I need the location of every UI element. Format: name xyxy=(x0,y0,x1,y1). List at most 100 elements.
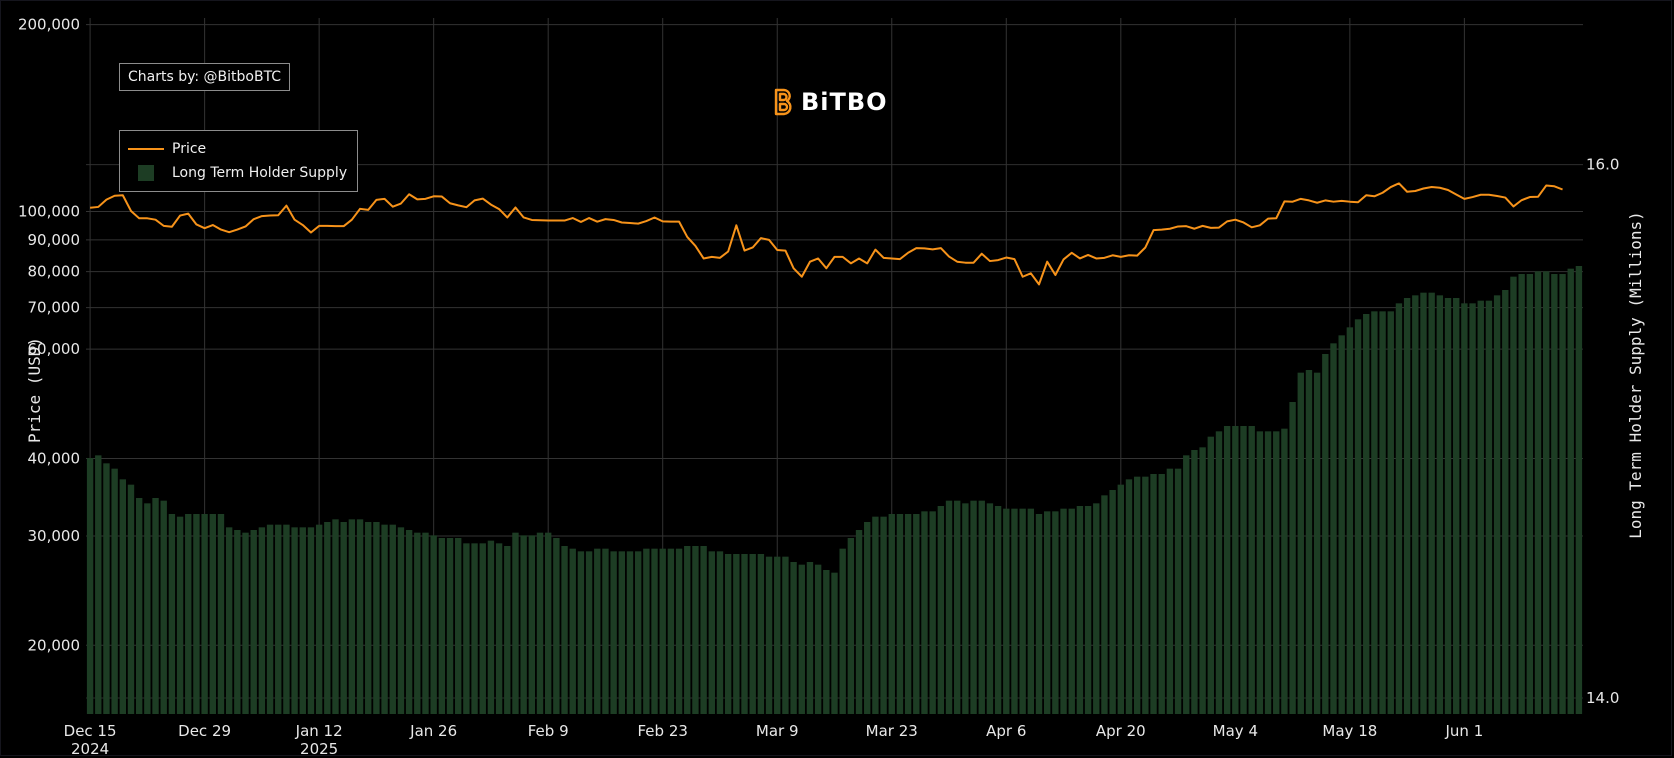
supply-bar xyxy=(291,527,298,714)
supply-bar xyxy=(512,532,519,714)
supply-bar xyxy=(234,530,241,714)
supply-bar xyxy=(774,556,781,714)
x-tick-label: Apr 6 xyxy=(986,722,1026,740)
supply-bar xyxy=(872,516,879,714)
supply-bar xyxy=(1493,295,1501,714)
supply-bar xyxy=(896,514,904,714)
supply-bar xyxy=(986,503,994,714)
supply-bar xyxy=(561,546,568,714)
supply-bar xyxy=(528,535,536,714)
supply-bar xyxy=(733,554,740,714)
supply-bar xyxy=(324,522,331,714)
supply-bar xyxy=(95,455,102,714)
supply-bar xyxy=(1551,274,1558,714)
supply-bar xyxy=(798,564,805,714)
y-tick-label: 100,000 xyxy=(18,202,80,220)
supply-bar xyxy=(814,564,822,714)
y2-axis-title: Long Term Holder Supply (Millions) xyxy=(1626,211,1645,539)
supply-bar xyxy=(397,527,405,714)
legend: Price Long Term Holder Supply xyxy=(119,130,359,192)
x-tick-label: May 4 xyxy=(1213,722,1258,740)
supply-bar xyxy=(1207,436,1214,714)
supply-bar xyxy=(1281,428,1288,714)
x-tick-label: Feb 9 xyxy=(528,722,569,740)
supply-bar xyxy=(119,479,127,714)
chart-credit[interactable]: Charts by: @BitboBTC xyxy=(119,63,291,91)
supply-bar xyxy=(577,551,585,714)
supply-bar xyxy=(659,548,666,714)
supply-bar xyxy=(855,530,863,714)
supply-bar xyxy=(1076,506,1084,714)
supply-bar xyxy=(127,484,135,714)
supply-bar xyxy=(225,527,233,714)
legend-item-price[interactable]: Price xyxy=(128,137,347,161)
y-axis-left: 20,000 30,000 40,000 60,000 70,000 80,000 90,0… xyxy=(18,16,80,655)
supply-bar xyxy=(839,548,846,714)
supply-bar xyxy=(970,500,977,714)
supply-bar xyxy=(307,527,315,714)
x-tick-label: Jun 1 xyxy=(1445,722,1484,740)
supply-bar xyxy=(1559,274,1566,714)
supply-bar xyxy=(495,543,503,714)
brand-name: BiTBO xyxy=(801,88,888,116)
supply-bar xyxy=(1101,495,1108,714)
x-tick-label: Dec 15 xyxy=(64,722,117,740)
supply-bar xyxy=(365,522,372,714)
supply-bar xyxy=(1060,508,1067,714)
supply-bar xyxy=(1191,450,1198,714)
supply-bar xyxy=(340,522,347,714)
supply-bar xyxy=(1502,290,1509,714)
supply-bar xyxy=(422,532,429,714)
legend-label-price: Price xyxy=(172,141,207,157)
supply-bar xyxy=(1330,343,1337,714)
supply-bar xyxy=(144,503,151,714)
y-tick-label: 30,000 xyxy=(28,527,81,545)
supply-bar xyxy=(275,524,282,714)
supply-bar xyxy=(1428,292,1435,714)
supply-bar xyxy=(1346,327,1354,714)
supply-bar xyxy=(544,532,552,714)
supply-bar xyxy=(1125,479,1133,714)
supply-bar xyxy=(185,514,192,714)
supply-bar xyxy=(684,546,691,714)
supply-bar xyxy=(888,514,895,714)
supply-bar xyxy=(994,506,1002,714)
supply-bar xyxy=(283,524,290,714)
supply-bar xyxy=(1068,508,1075,714)
supply-bar xyxy=(463,543,470,714)
supply-bar xyxy=(626,551,634,714)
supply-bar xyxy=(487,540,495,714)
supply-bar xyxy=(741,554,748,714)
supply-bar xyxy=(1395,303,1403,714)
supply-bar xyxy=(782,556,789,714)
x-tick-label: Jan 26 xyxy=(409,722,457,740)
x-tick-label: Jan 12 xyxy=(295,722,343,740)
y-tick-label: 70,000 xyxy=(28,299,81,317)
supply-bar xyxy=(1133,476,1141,714)
supply-bar xyxy=(823,570,830,714)
supply-bar xyxy=(152,498,159,714)
supply-bar xyxy=(348,519,356,714)
supply-bar xyxy=(1453,298,1460,714)
supply-bar xyxy=(1003,508,1010,714)
supply-bar xyxy=(1526,274,1534,714)
supply-bar xyxy=(806,562,814,714)
supply-bar xyxy=(1223,426,1231,714)
supply-bar xyxy=(913,514,920,714)
supply-bar xyxy=(1174,468,1182,714)
x-tick-year-label: 2025 xyxy=(300,740,338,758)
supply-bar xyxy=(1371,311,1378,714)
supply-bar xyxy=(1150,474,1157,714)
legend-item-supply[interactable]: Long Term Holder Supply xyxy=(128,161,347,185)
y-tick-label: 20,000 xyxy=(28,636,81,654)
supply-bar xyxy=(242,532,249,714)
supply-bar xyxy=(945,500,953,714)
supply-bar xyxy=(921,511,928,714)
supply-bar xyxy=(389,524,396,714)
supply-bar xyxy=(1273,431,1280,714)
supply-bar xyxy=(266,524,274,714)
y-tick-label: 90,000 xyxy=(28,231,81,249)
supply-bar xyxy=(962,503,969,714)
supply-bar xyxy=(1534,271,1542,714)
supply-bar xyxy=(1011,508,1018,714)
